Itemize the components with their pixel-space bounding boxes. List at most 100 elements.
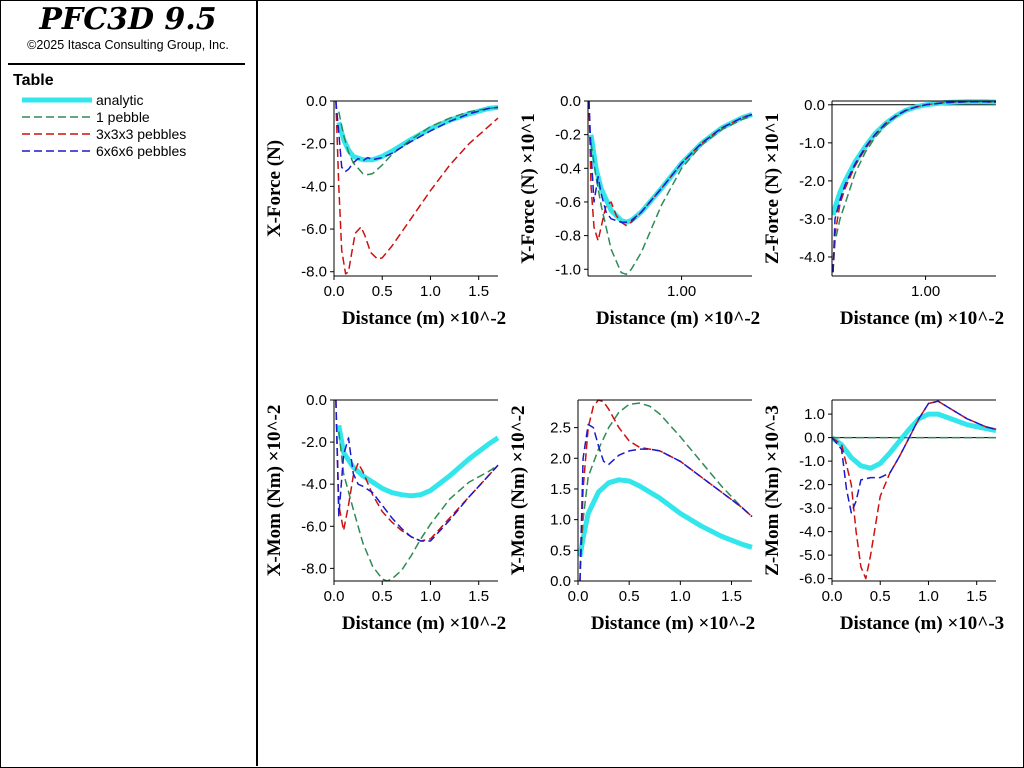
series-line-1-pebble <box>338 431 499 582</box>
y-tick-label: -4.0 <box>301 178 327 195</box>
x-tick-label: 1.0 <box>670 588 691 605</box>
series-group <box>832 400 997 580</box>
chart-3: 0.0 -1.0 -2.0 -3.0 -4.0 1.00 Distance (m) ×10^… <box>762 97 1004 329</box>
x-axis-label: Distance (m) ×10^-2 <box>342 613 506 634</box>
x-axis-label: Distance (m) ×10^-2 <box>596 308 760 329</box>
y-tick-label: -1.0 <box>799 453 825 470</box>
y-tick-label: -3.0 <box>799 211 825 228</box>
series-line-3x3x3-pebbles <box>335 100 499 275</box>
series-line-6x6x6-pebbles <box>832 101 997 273</box>
title-rule <box>8 63 245 65</box>
chart-5: 0.0 0.5 1.0 1.5 2.0 2.5 0.0 0.5 1.0 1.5 Distance (… <box>508 399 755 634</box>
x-tick-label: 1.0 <box>420 283 441 300</box>
series-line-1-pebble <box>832 101 997 273</box>
legend-item-3x3x3-pebbles: 3x3x3 pebbles <box>22 126 242 143</box>
legend: analytic 1 pebble 3x3x3 pebbles 6x6x6 pe… <box>22 92 242 160</box>
series-line-analytic <box>336 424 500 499</box>
y-tick-label: -0.8 <box>555 228 581 245</box>
x-tick-label: 0.0 <box>822 588 843 605</box>
x-tick-label: 1.5 <box>468 588 489 605</box>
x-axis-label: Distance (m) ×10^-2 <box>591 613 755 634</box>
y-tick-label: 2.5 <box>550 420 571 437</box>
panel-divider <box>256 0 258 766</box>
y-tick-label: -2.0 <box>301 136 327 153</box>
y-tick-label: 0.0 <box>804 97 825 114</box>
series-line-analytic <box>832 411 997 471</box>
y-tick-label: -8.0 <box>301 264 327 281</box>
x-tick-label: 1.5 <box>468 283 489 300</box>
legend-label-1-pebble: 1 pebble <box>96 109 150 125</box>
legend-item-1-pebble: 1 pebble <box>22 109 242 126</box>
x-tick-label: 1.00 <box>911 283 940 300</box>
legend-label-6x6x6-pebbles: 6x6x6 pebbles <box>96 143 187 159</box>
y-tick-label: -4.0 <box>799 524 825 541</box>
legend-label-3x3x3-pebbles: 3x3x3 pebbles <box>96 126 187 142</box>
legend-swatch-analytic <box>22 97 92 103</box>
y-axis-label: Y-Mom (Nm) ×10^-2 <box>508 406 529 576</box>
y-tick-label: -4.0 <box>799 249 825 266</box>
y-tick-label: 0.0 <box>804 430 825 447</box>
series-line-analytic <box>832 99 997 216</box>
y-tick-label: 0.0 <box>560 93 581 110</box>
app-title: PFC3D 9.5 <box>39 2 217 37</box>
y-tick-label: -2.0 <box>799 477 825 494</box>
x-tick-label: 0.5 <box>372 588 393 605</box>
series-group <box>832 99 997 273</box>
y-tick-label: -6.0 <box>301 221 327 238</box>
y-tick-label: 1.0 <box>804 406 825 423</box>
x-tick-label: 1.0 <box>918 588 939 605</box>
y-tick-label: -6.0 <box>301 518 327 535</box>
series-line-6x6x6-pebbles <box>588 100 753 223</box>
x-tick-label: 1.0 <box>420 588 441 605</box>
legend-item-6x6x6-pebbles: 6x6x6 pebbles <box>22 143 242 160</box>
y-tick-label: -0.6 <box>555 194 581 211</box>
chart-1: 0.0 -2.0 -4.0 -6.0 -8.0 0.0 0.5 1.0 1.5 Distance … <box>264 93 506 329</box>
y-tick-label: -1.0 <box>799 135 825 152</box>
x-tick-label: 0.0 <box>324 588 345 605</box>
y-tick-label: 1.5 <box>550 481 571 498</box>
y-tick-label: -5.0 <box>799 547 825 564</box>
y-tick-label: -1.0 <box>555 261 581 278</box>
x-tick-label: 0.0 <box>324 283 345 300</box>
y-tick-label: 0.0 <box>306 93 327 110</box>
chart-6: 1.00.0-1.0-2.0-3.0-4.0-5.0-6.00.0 0.5 1.0 1… <box>762 399 1004 634</box>
series-line-analytic <box>588 112 753 225</box>
series-line-analytic <box>578 477 753 557</box>
y-axis-label: X-Force (N) <box>264 140 285 237</box>
y-tick-label: -3.0 <box>799 500 825 517</box>
y-tick-label: -4.0 <box>301 476 327 493</box>
chart-2: 0.0 -0.2 -0.4 -0.6 -0.8 -1.0 1.00 Distance (m) … <box>518 93 760 329</box>
y-tick-label: -6.0 <box>799 571 825 588</box>
legend-label-analytic: analytic <box>96 92 144 108</box>
series-line-6x6x6-pebbles <box>335 100 499 173</box>
x-tick-label: 1.00 <box>667 283 696 300</box>
x-tick-label: 0.0 <box>568 588 589 605</box>
x-tick-label: 1.5 <box>966 588 987 605</box>
y-axis-label: Z-Force (N) ×10^1 <box>762 113 783 264</box>
legend-item-analytic: analytic <box>22 92 242 109</box>
series-line-analytic <box>336 104 499 163</box>
x-tick-label: 1.5 <box>721 588 742 605</box>
series-group <box>335 100 499 275</box>
series-group <box>588 100 753 276</box>
y-tick-label: -2.0 <box>301 434 327 451</box>
y-tick-label: 0.0 <box>550 573 571 590</box>
y-tick-label: -2.0 <box>799 173 825 190</box>
x-axis-label: Distance (m) ×10^-2 <box>342 308 506 329</box>
series-line-1-pebble <box>579 402 753 569</box>
series-line-6x6x6-pebbles <box>832 400 997 514</box>
series-line-6x6x6-pebbles <box>335 399 499 542</box>
y-tick-label: -0.4 <box>555 160 581 177</box>
series-line-3x3x3-pebbles <box>832 101 997 273</box>
series-group <box>335 399 500 582</box>
y-tick-label: -8.0 <box>301 560 327 577</box>
x-tick-label: 0.5 <box>870 588 891 605</box>
y-tick-label: -0.2 <box>555 127 581 144</box>
y-tick-label: 2.0 <box>550 450 571 467</box>
y-axis-label: Y-Force (N) ×10^1 <box>518 113 539 264</box>
y-axis-label: X-Mom (Nm) ×10^-2 <box>264 405 285 577</box>
series-group <box>578 399 753 582</box>
series-line-1-pebble <box>590 115 753 276</box>
